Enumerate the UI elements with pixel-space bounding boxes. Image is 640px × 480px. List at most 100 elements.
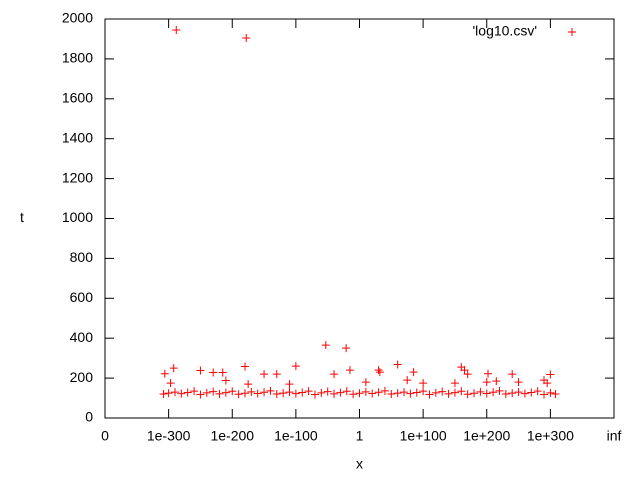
data-point [240, 389, 249, 398]
data-point [546, 370, 555, 379]
data-point [310, 390, 319, 399]
data-point [400, 388, 409, 397]
data-point [228, 387, 237, 396]
legend-label: 'log10.csv' [473, 23, 538, 39]
data-point [514, 378, 523, 387]
data-point [159, 390, 168, 399]
data-point [450, 379, 459, 388]
data-point [196, 366, 205, 375]
data-point [234, 390, 243, 399]
data-point [482, 378, 491, 387]
data-point [291, 389, 300, 398]
data-point [242, 33, 251, 42]
data-point [221, 376, 230, 385]
x-tick-label: 1e+100 [400, 428, 447, 444]
data-point [540, 390, 549, 399]
data-point [508, 370, 517, 379]
data-point [403, 376, 412, 385]
data-point [492, 377, 501, 386]
data-point [387, 390, 396, 399]
data-point [374, 388, 383, 397]
x-axis-label: x [356, 456, 363, 472]
y-tick-label: 200 [70, 369, 94, 385]
y-tick-label: 1600 [62, 90, 93, 106]
data-point [345, 366, 354, 375]
data-point [409, 368, 418, 377]
data-point [501, 390, 510, 399]
data-point [520, 389, 529, 398]
data-point [546, 388, 555, 397]
data-point [330, 370, 339, 379]
data-point [298, 388, 307, 397]
data-point [476, 387, 485, 396]
data-point [323, 387, 332, 396]
data-point [393, 389, 402, 398]
data-point [495, 386, 504, 395]
data-point [484, 369, 493, 378]
y-tick-label: 2000 [62, 10, 93, 26]
data-point [221, 388, 230, 397]
data-point [551, 390, 560, 399]
data-point [508, 389, 517, 398]
legend-marker [568, 28, 576, 36]
data-point [412, 388, 421, 397]
data-point [361, 387, 370, 396]
data-point [279, 389, 288, 398]
data-point [419, 379, 428, 388]
data-point [543, 379, 552, 388]
data-point [393, 360, 402, 369]
data-point [489, 388, 498, 397]
data-point [470, 389, 479, 398]
data-point [463, 390, 472, 399]
data-point [444, 389, 453, 398]
data-point [253, 389, 262, 398]
y-tick-label: 0 [85, 409, 93, 425]
data-point [361, 378, 370, 387]
y-tick-label: 800 [70, 249, 94, 265]
data-point [266, 386, 275, 395]
data-point [355, 389, 364, 398]
data-point [196, 390, 205, 399]
data-point [406, 389, 415, 398]
data-point [317, 388, 326, 397]
data-point [183, 388, 192, 397]
x-tick-label: 0 [101, 428, 109, 444]
data-point [374, 366, 383, 375]
y-tick-label: 1000 [62, 209, 93, 225]
x-tick-label: 1e+300 [527, 428, 574, 444]
data-point [438, 387, 447, 396]
data-point [460, 366, 469, 375]
data-point [375, 368, 384, 377]
data-point [247, 387, 256, 396]
data-point [260, 388, 269, 397]
data-point [170, 388, 179, 397]
data-point [172, 25, 181, 34]
data-point [244, 380, 253, 389]
data-point [533, 387, 542, 396]
y-tick-label: 600 [70, 289, 94, 305]
y-tick-label: 400 [70, 329, 94, 345]
data-point [342, 387, 351, 396]
data-point [321, 341, 330, 350]
data-point [368, 389, 377, 398]
y-axis-label: t [20, 209, 24, 225]
data-point [209, 368, 218, 377]
data-point [514, 388, 523, 397]
data-point [425, 390, 434, 399]
y-tick-label: 1800 [62, 50, 93, 66]
data-point [169, 364, 178, 373]
data-point [431, 388, 440, 397]
x-tick-label: 1e-100 [274, 428, 318, 444]
x-tick-label: inf [607, 428, 622, 444]
data-point [177, 389, 186, 398]
x-tick-label: 1e-300 [147, 428, 191, 444]
data-point [272, 370, 281, 379]
x-tick-label: 1 [356, 428, 364, 444]
data-point [164, 389, 173, 398]
data-point [342, 344, 351, 353]
data-point [304, 387, 313, 396]
data-point [463, 370, 472, 379]
y-tick-label: 1400 [62, 129, 93, 145]
